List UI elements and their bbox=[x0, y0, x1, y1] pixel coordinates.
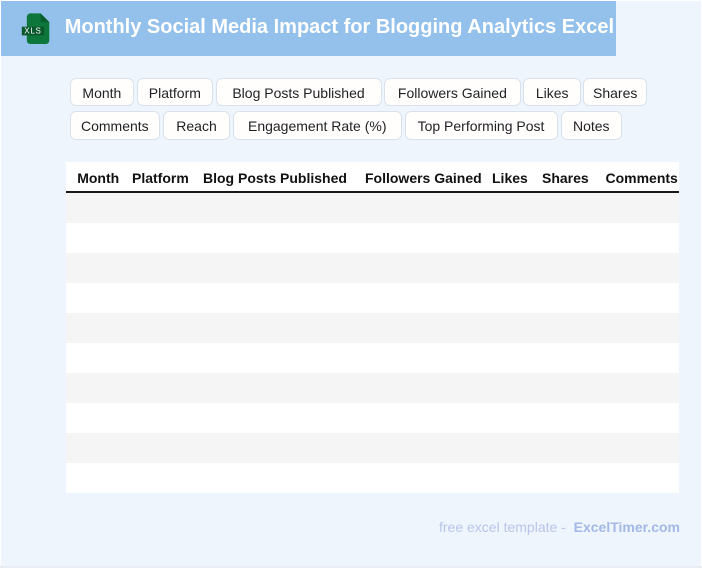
svg-text:XLS: XLS bbox=[24, 27, 41, 36]
